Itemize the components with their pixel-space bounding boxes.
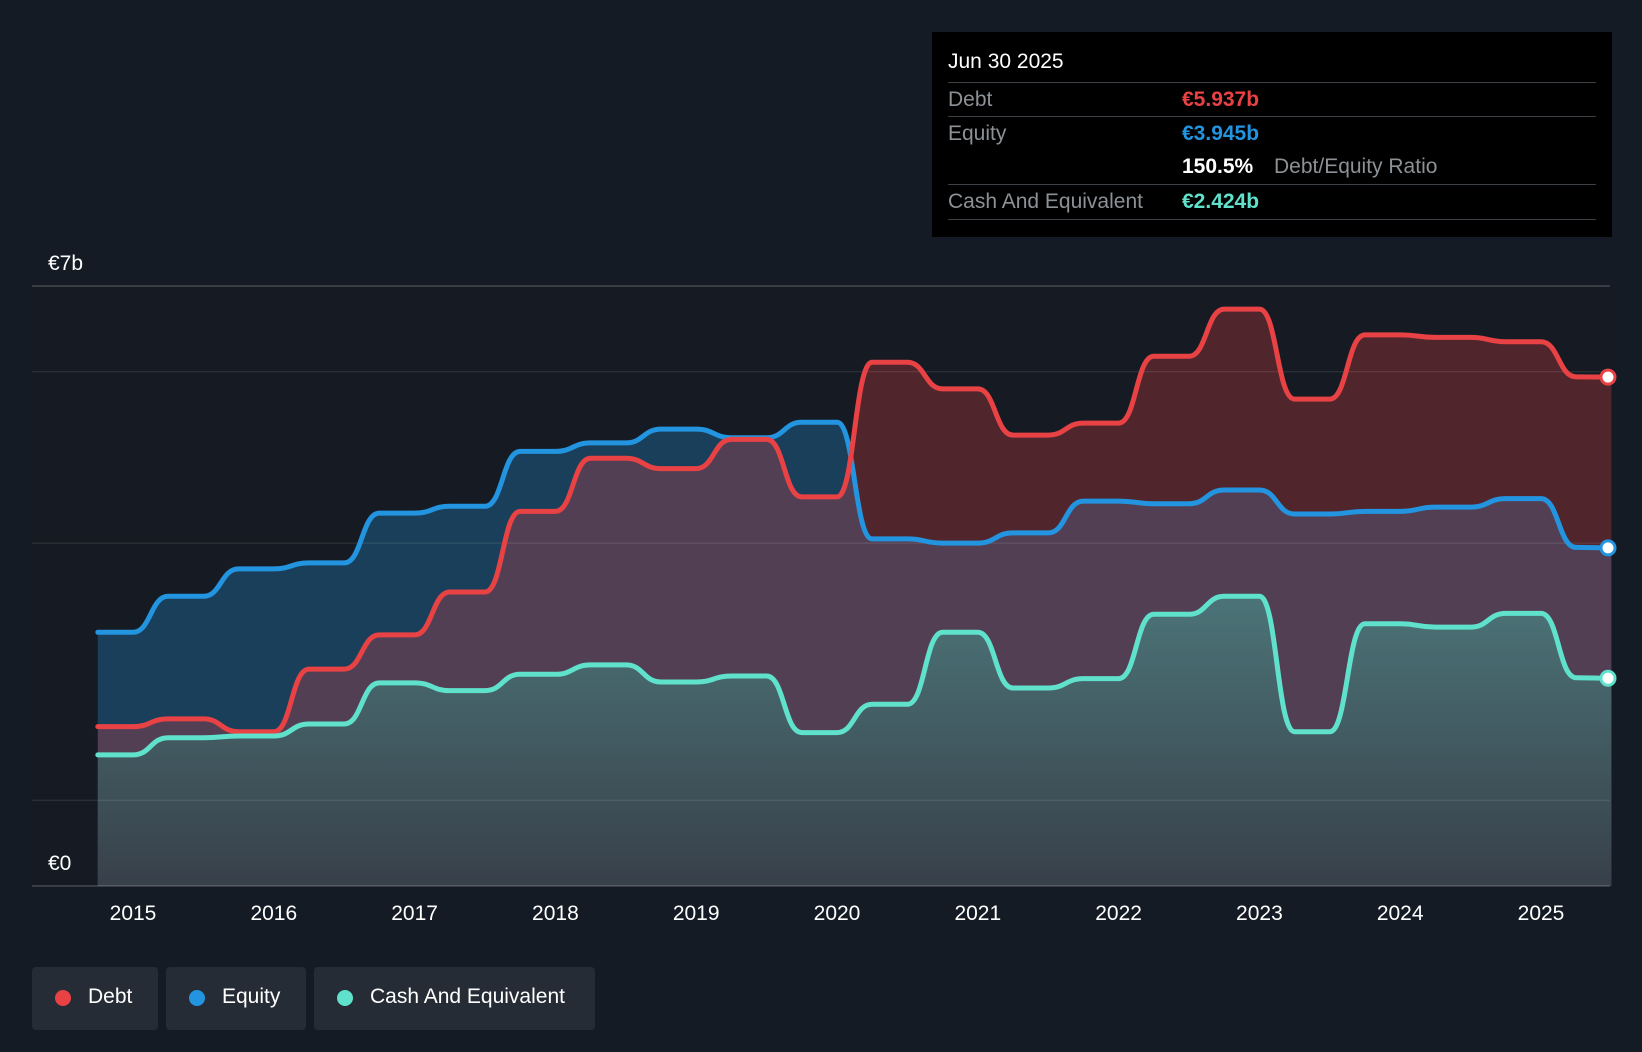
- tooltip-cash-label: Cash And Equivalent: [948, 190, 1143, 213]
- tooltip-date: Jun 30 2025: [948, 50, 1064, 73]
- x-tick-label: 2016: [250, 902, 297, 925]
- x-tick-label: 2022: [1095, 902, 1142, 925]
- legend-cash-label: Cash And Equivalent: [370, 985, 565, 1008]
- tooltip-ratio-row: 150.5% Debt/Equity Ratio: [948, 150, 1596, 184]
- x-tick-label: 2024: [1377, 902, 1424, 925]
- tooltip-equity-label: Equity: [948, 122, 1007, 145]
- tooltip-cash-value: €2.424b: [1182, 190, 1260, 213]
- tooltip-debt-label: Debt: [948, 88, 993, 111]
- cash-end-marker: [1599, 669, 1617, 687]
- x-tick-label: 2015: [110, 902, 157, 925]
- y-tick-label: €7b: [48, 252, 83, 275]
- y-tick-label: €0: [48, 852, 71, 875]
- x-tick-label: 2018: [532, 902, 579, 925]
- chart-tooltip: Jun 30 2025 Debt €5.937b Equity €3.945b …: [932, 32, 1612, 237]
- equity-end-marker: [1599, 539, 1617, 557]
- x-tick-label: 2021: [954, 902, 1001, 925]
- equity-dot-icon: [189, 990, 205, 1006]
- x-tick-label: 2020: [814, 902, 861, 925]
- legend-item-cash[interactable]: Cash And Equivalent: [314, 967, 595, 1030]
- equity-line: [95, 419, 1614, 635]
- tooltip-debt-value: €5.937b: [1182, 88, 1260, 111]
- x-tick-label: 2017: [391, 902, 438, 925]
- tooltip-cash-row: Cash And Equivalent €2.424b: [948, 184, 1596, 220]
- debt-end-marker: [1599, 368, 1617, 386]
- cash-dot-icon: [337, 990, 353, 1006]
- debt-line: [95, 306, 1614, 735]
- debt-dot-icon: [55, 990, 71, 1006]
- legend-equity-label: Equity: [222, 985, 281, 1008]
- legend-item-debt[interactable]: Debt: [32, 967, 158, 1030]
- legend-debt-label: Debt: [88, 985, 133, 1008]
- tooltip-ratio-label: Debt/Equity Ratio: [1274, 155, 1438, 178]
- x-tick-label: 2019: [673, 902, 720, 925]
- legend-item-equity[interactable]: Equity: [166, 967, 306, 1030]
- tooltip-equity-row: Equity €3.945b: [948, 116, 1596, 151]
- cash-area: [97, 596, 1612, 886]
- tooltip-ratio-value: 150.5%: [1182, 155, 1254, 178]
- x-tick-label: 2023: [1236, 902, 1283, 925]
- x-tick-label: 2025: [1518, 902, 1565, 925]
- tooltip-debt-row: Debt €5.937b: [948, 82, 1596, 117]
- cash-line: [95, 593, 1614, 758]
- tooltip-equity-value: €3.945b: [1182, 122, 1260, 145]
